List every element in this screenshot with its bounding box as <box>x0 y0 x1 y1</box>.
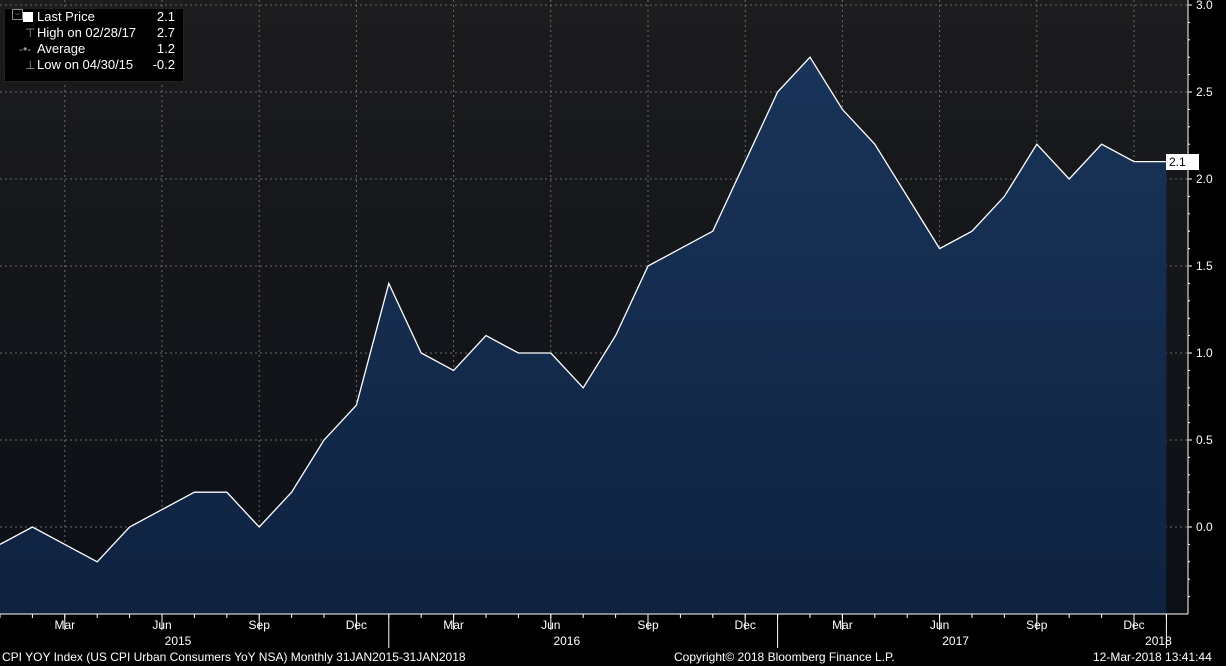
x-month-label: Dec <box>346 618 367 632</box>
last-value-badge: 2.1 <box>1166 153 1199 170</box>
legend-label: Last Price <box>37 9 95 24</box>
y-tick-label: 2.5 <box>1196 85 1213 99</box>
security-description: CPI YOY Index (US CPI Urban Consumers Yo… <box>2 650 466 664</box>
cpi-area-fill <box>0 57 1167 614</box>
legend-value: -0.2 <box>152 57 175 72</box>
legend-label: High on 02/28/17 <box>37 25 137 40</box>
y-tick-label: 1.0 <box>1196 346 1213 360</box>
y-tick-label: 1.5 <box>1196 259 1213 273</box>
x-month-label: Mar <box>443 618 464 632</box>
area-layer <box>0 56 1167 614</box>
legend-value: 2.7 <box>156 25 175 40</box>
x-month-label: Sep <box>249 618 271 632</box>
y-axis: 0.0 0.5 1.0 1.5 2.0 2.5 3.0 <box>1187 0 1213 614</box>
timestamp-text: 12-Mar-2018 13:41:44 <box>1093 650 1212 664</box>
x-month-label: Jun <box>152 618 171 632</box>
x-year-label: 2016 <box>553 634 580 648</box>
legend-row-low: ⊥ Low on 04/30/15 -0.2 <box>5 57 183 73</box>
legend-row-average: -•- Average 1.2 <box>5 41 183 57</box>
x-month-label: Mar <box>54 618 75 632</box>
x-month-label: Dec <box>1123 618 1144 632</box>
collapse-icon[interactable]: − <box>12 9 23 20</box>
x-year-label: 2017 <box>942 634 969 648</box>
y-tick-label: 0.5 <box>1196 433 1213 447</box>
cpi-series-line <box>0 56 1167 563</box>
y-tick-label: 2.0 <box>1196 172 1213 186</box>
x-month-label: Dec <box>735 618 756 632</box>
x-month-label: Jun <box>541 618 560 632</box>
last-price-swatch-icon <box>23 12 33 22</box>
x-month-label: Sep <box>1026 618 1048 632</box>
x-month-label: Mar <box>832 618 853 632</box>
x-month-label: Sep <box>637 618 659 632</box>
y-tick-label: 0.0 <box>1196 520 1213 534</box>
legend-label: Low on 04/30/15 <box>37 57 134 72</box>
cpi-chart: Mar Jun 2015 Sep Dec Mar Jun 2016 Sep Dec Mar Jun 20… <box>0 0 1213 648</box>
y-tick-label: 3.0 <box>1196 0 1213 12</box>
x-axis: Mar Jun 2015 Sep Dec Mar Jun 2016 Sep Dec Mar Jun 20… <box>0 613 1188 648</box>
legend-value: 2.1 <box>156 9 175 24</box>
average-marker-icon: -•- <box>19 42 32 56</box>
high-marker-icon: ⊤ <box>25 26 36 40</box>
legend-box: − Last Price 2.1 ⊤ High on 02/28/17 2.7 … <box>4 8 184 82</box>
low-marker-icon: ⊥ <box>25 58 36 72</box>
x-year-label: 2018 <box>1145 634 1172 648</box>
legend-value: 1.2 <box>156 41 175 56</box>
x-month-label: Jun <box>930 618 949 632</box>
footer-bar: CPI YOY Index (US CPI Urban Consumers Yo… <box>0 648 1226 666</box>
legend-row-last-price: − Last Price 2.1 <box>5 9 183 25</box>
copyright-text: Copyright© 2018 Bloomberg Finance L.P. <box>674 650 895 664</box>
legend-row-high: ⊤ High on 02/28/17 2.7 <box>5 25 183 41</box>
legend-label: Average <box>37 41 86 56</box>
x-year-label: 2015 <box>165 634 192 648</box>
